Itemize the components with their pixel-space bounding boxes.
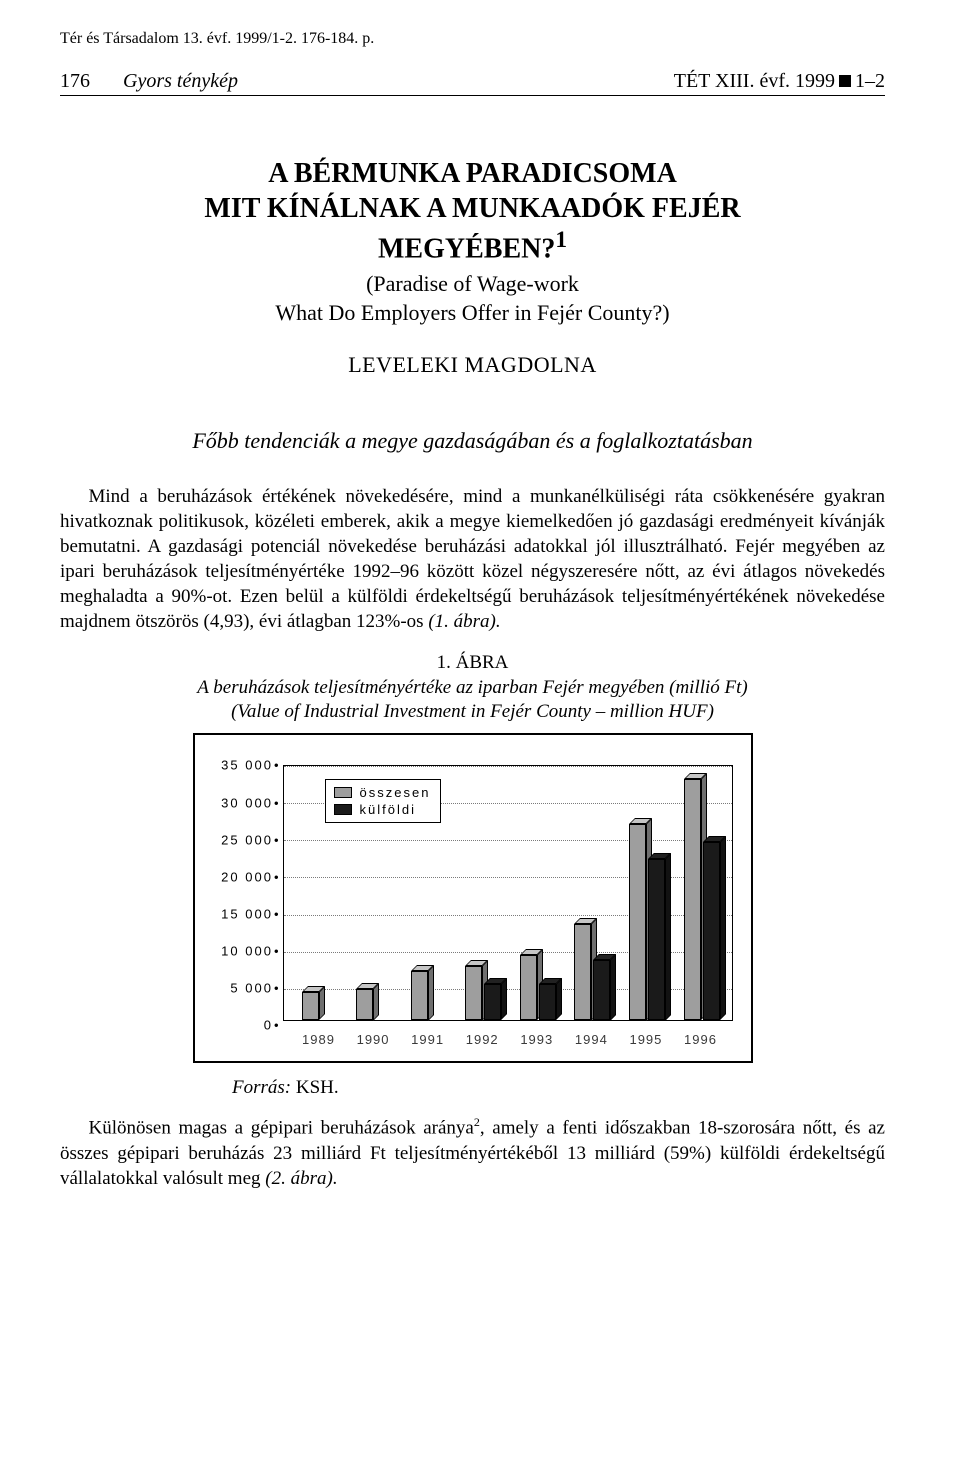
chart-bar (302, 992, 319, 1020)
title-block: A BÉRMUNKA PARADICSOMA MIT KÍNÁLNAK A MU… (60, 156, 885, 378)
chart-bar (684, 779, 701, 1020)
section-heading: Főbb tendenciák a megye gazdaságában és … (60, 428, 885, 454)
chart-xtick: 1993 (520, 1032, 553, 1047)
chart-bar (648, 859, 665, 1021)
chart-ytick: 0• (209, 1018, 279, 1033)
chart-xtick: 1992 (466, 1032, 499, 1047)
chart-bar (703, 842, 720, 1020)
chart-ytick: 30 000• (209, 795, 279, 810)
chart-ytick: 15 000• (209, 907, 279, 922)
legend-swatch (334, 804, 352, 815)
legend-label: összesen (360, 785, 431, 800)
legend-swatch (334, 787, 352, 798)
main-title: A BÉRMUNKA PARADICSOMA MIT KÍNÁLNAK A MU… (60, 156, 885, 266)
paragraph-2: Különösen magas a gépipari beruházások a… (60, 1115, 885, 1191)
square-bullet-icon (839, 75, 851, 87)
chart-ytick: 25 000• (209, 832, 279, 847)
figure-label: 1. ÁBRA (60, 652, 885, 674)
paragraph-1: Mind a beruházások értékének növekedésér… (60, 484, 885, 634)
running-section: Gyors ténykép (123, 70, 238, 92)
chart-bar (484, 984, 501, 1020)
chart-bar (593, 960, 610, 1021)
chart-container: összesen külföldi 0• 5 000• 10 000• 15 000• 2… (193, 733, 753, 1063)
chart-bar (411, 971, 428, 1021)
running-head: 176 Gyors ténykép TÉT XIII. évf. 19991–2 (60, 70, 885, 96)
author-name: LEVELEKI MAGDOLNA (60, 352, 885, 378)
figure-caption-en: (Value of Industrial Investment in Fejér… (60, 700, 885, 724)
subtitle-english: (Paradise of Wage-work What Do Employers… (60, 270, 885, 327)
chart-ytick: 5 000• (209, 981, 279, 996)
chart-xtick: 1991 (411, 1032, 444, 1047)
figure-source: Forrás: KSH. (232, 1077, 885, 1099)
chart-bar (465, 966, 482, 1021)
chart-ytick: 10 000• (209, 944, 279, 959)
legend-label: külföldi (360, 802, 416, 817)
chart-xtick: 1989 (302, 1032, 335, 1047)
legend-item: összesen (334, 784, 431, 801)
chart-xtick: 1996 (684, 1032, 717, 1047)
chart-bar (356, 989, 373, 1021)
chart-ytick: 35 000• (209, 758, 279, 773)
chart-legend: összesen külföldi (325, 779, 442, 823)
chart-xtick: 1990 (357, 1032, 390, 1047)
legend-item: külföldi (334, 801, 431, 818)
chart-xtick: 1995 (629, 1032, 662, 1047)
chart-xtick: 1994 (575, 1032, 608, 1047)
chart-bar (520, 955, 537, 1020)
figure-caption-hu: A beruházások teljesítményértéke az ipar… (60, 676, 885, 700)
page-number: 176 (60, 70, 90, 93)
chart-bar (539, 984, 556, 1020)
running-issue: TÉT XIII. évf. 19991–2 (674, 70, 885, 93)
top-meta: Tér és Társadalom 13. évf. 1999/1-2. 176… (60, 30, 885, 48)
chart-ytick: 20 000• (209, 869, 279, 884)
chart-bar (574, 924, 591, 1021)
chart-bar (629, 824, 646, 1021)
